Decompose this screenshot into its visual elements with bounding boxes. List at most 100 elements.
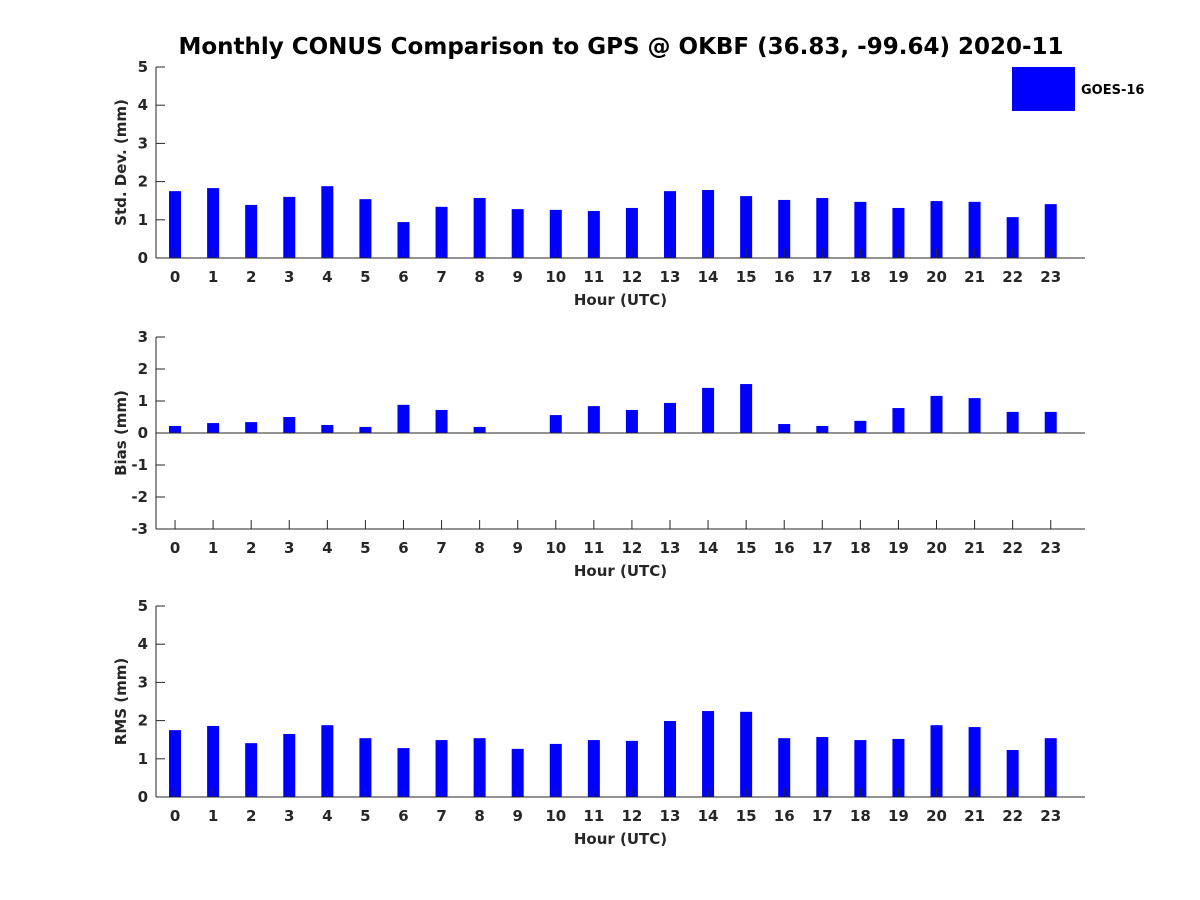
- legend-swatch: [1012, 67, 1075, 111]
- x-tick-label: 19: [888, 807, 909, 825]
- y-tick-label: 3: [138, 328, 148, 346]
- bar: [892, 408, 905, 433]
- bar: [511, 209, 524, 258]
- bar: [321, 186, 334, 258]
- x-tick-label: 18: [850, 807, 871, 825]
- bar: [1006, 411, 1019, 433]
- x-tick-label: 0: [170, 807, 180, 825]
- bar: [854, 420, 867, 433]
- bar: [245, 422, 258, 433]
- x-tick-label: 16: [774, 268, 795, 286]
- x-tick-label: 13: [660, 807, 681, 825]
- x-tick-label: 14: [698, 268, 719, 286]
- bar: [245, 204, 258, 258]
- bar: [169, 191, 182, 258]
- x-tick-label: 3: [284, 539, 294, 557]
- x-axis-label: Hour (UTC): [574, 830, 667, 848]
- bar: [625, 207, 638, 258]
- x-tick-label: 0: [170, 539, 180, 557]
- x-tick-label: 17: [812, 268, 833, 286]
- bar: [1006, 217, 1019, 258]
- bar: [702, 387, 715, 433]
- x-tick-label: 3: [284, 807, 294, 825]
- x-tick-label: 22: [1002, 807, 1023, 825]
- x-tick-label: 8: [474, 539, 484, 557]
- y-axis-label: RMS (mm): [112, 658, 130, 745]
- bar: [397, 404, 410, 433]
- bar: [587, 406, 600, 433]
- x-tick-label: 6: [398, 539, 408, 557]
- x-tick-label: 10: [545, 268, 566, 286]
- y-tick-label: 3: [138, 134, 148, 152]
- x-tick-label: 4: [322, 539, 332, 557]
- bar: [1044, 738, 1057, 797]
- x-tick-label: 21: [964, 539, 985, 557]
- x-tick-label: 11: [583, 539, 604, 557]
- bar: [816, 425, 829, 433]
- bar: [930, 395, 943, 433]
- bar: [435, 206, 448, 258]
- x-tick-label: 5: [360, 539, 370, 557]
- x-tick-label: 15: [736, 807, 757, 825]
- bar: [892, 207, 905, 258]
- x-tick-label: 7: [436, 539, 446, 557]
- x-tick-label: 13: [660, 268, 681, 286]
- x-tick-label: 2: [246, 268, 256, 286]
- bar: [740, 196, 753, 258]
- bar: [321, 425, 334, 433]
- x-tick-label: 21: [964, 807, 985, 825]
- y-tick-label: 3: [138, 673, 148, 691]
- x-tick-label: 5: [360, 807, 370, 825]
- y-tick-label: 2: [138, 173, 148, 191]
- x-tick-label: 1: [208, 268, 218, 286]
- bar: [169, 425, 182, 433]
- x-tick-label: 7: [436, 807, 446, 825]
- x-tick-label: 20: [926, 807, 947, 825]
- x-tick-label: 21: [964, 268, 985, 286]
- bar: [473, 738, 486, 797]
- x-tick-label: 13: [660, 539, 681, 557]
- bar: [397, 222, 410, 258]
- y-tick-label: 0: [138, 249, 148, 267]
- x-tick-label: 9: [512, 807, 522, 825]
- x-tick-label: 6: [398, 807, 408, 825]
- bar: [207, 188, 220, 258]
- x-tick-label: 4: [322, 268, 332, 286]
- bar: [397, 748, 410, 797]
- bar: [1006, 750, 1019, 797]
- y-tick-label: -2: [131, 488, 148, 506]
- x-tick-label: 19: [888, 539, 909, 557]
- x-tick-label: 9: [512, 268, 522, 286]
- bar: [473, 426, 486, 433]
- bar: [854, 740, 867, 797]
- x-tick-label: 5: [360, 268, 370, 286]
- x-tick-label: 23: [1040, 539, 1061, 557]
- y-tick-label: 1: [138, 392, 148, 410]
- y-tick-label: 0: [138, 788, 148, 806]
- x-tick-label: 10: [545, 539, 566, 557]
- x-tick-label: 16: [774, 539, 795, 557]
- bar: [625, 409, 638, 433]
- y-tick-label: 1: [138, 750, 148, 768]
- bar: [283, 196, 296, 258]
- y-axis-label: Std. Dev. (mm): [112, 99, 130, 226]
- bar: [435, 740, 448, 797]
- bar: [930, 725, 943, 797]
- x-tick-label: 23: [1040, 268, 1061, 286]
- y-tick-label: 2: [138, 712, 148, 730]
- x-tick-label: 11: [583, 807, 604, 825]
- x-tick-label: 19: [888, 268, 909, 286]
- x-tick-label: 12: [621, 807, 642, 825]
- bar: [359, 426, 372, 433]
- y-tick-label: 1: [138, 211, 148, 229]
- x-tick-label: 4: [322, 807, 332, 825]
- x-tick-label: 3: [284, 268, 294, 286]
- bar: [207, 725, 220, 797]
- x-axis-label: Hour (UTC): [574, 291, 667, 309]
- x-tick-label: 18: [850, 539, 871, 557]
- y-tick-label: -3: [131, 520, 148, 538]
- bar: [663, 402, 676, 433]
